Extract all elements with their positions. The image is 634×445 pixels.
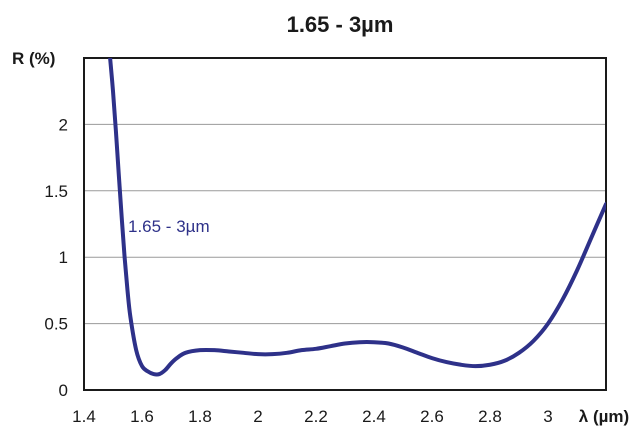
series-line-0	[108, 58, 606, 377]
y-tick-label: 2	[59, 115, 68, 134]
series-annotation: 1.65 - 3µm	[128, 217, 210, 236]
labels-layer: 0 0.5 1 1.5 2 1.4 1.6 1.8 2 2.2 2.4 2.6 2.8 3	[44, 115, 552, 426]
axes-layer	[83, 57, 607, 391]
x-tick-label: 2.4	[362, 407, 386, 426]
y-tick-label: 0.5	[44, 315, 68, 334]
plot-frame	[83, 57, 607, 391]
x-tick-label: 1.6	[130, 407, 154, 426]
x-axis-title: λ (µm)	[579, 407, 629, 426]
y-tick-label: 0	[59, 381, 68, 400]
x-tick-label: 2.2	[304, 407, 328, 426]
x-tick-label: 1.4	[72, 407, 96, 426]
y-tick-label: 1.5	[44, 182, 68, 201]
chart-title: 1.65 - 3µm	[287, 12, 394, 37]
y-axis-title: R (%)	[12, 49, 55, 68]
series-layer	[108, 58, 606, 377]
x-tick-label: 2	[253, 407, 262, 426]
x-tick-label: 2.6	[420, 407, 444, 426]
y-tick-label: 1	[59, 248, 68, 267]
x-tick-label: 2.8	[478, 407, 502, 426]
grid-layer	[84, 123, 606, 325]
x-tick-label: 3	[543, 407, 552, 426]
x-tick-label: 1.8	[188, 407, 212, 426]
